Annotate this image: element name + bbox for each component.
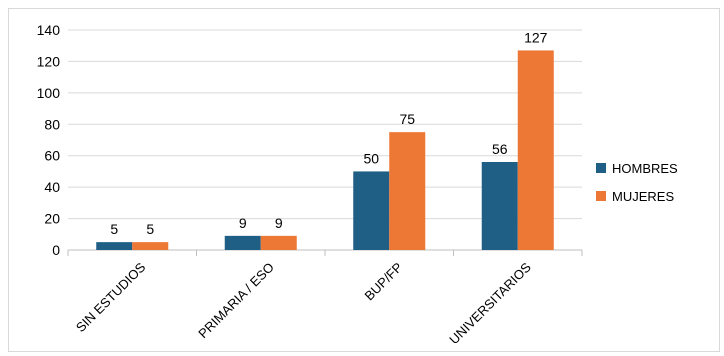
x-category-label: BUP/FP — [362, 260, 406, 304]
y-tick-label: 20 — [44, 211, 60, 227]
data-label: 9 — [239, 215, 247, 231]
bar-hombres — [481, 162, 518, 250]
data-label: 5 — [110, 221, 118, 237]
legend-swatch-mujeres — [596, 191, 606, 201]
x-category-label: SIN ESTUDIOS — [73, 259, 149, 335]
bar-mujeres — [517, 50, 554, 250]
x-axis: SIN ESTUDIOS PRIMARIA / ESO BUP/FP UNIVERSI… — [67, 249, 583, 347]
legend-label: HOMBRES — [612, 161, 678, 176]
y-tick-label: 40 — [44, 179, 60, 195]
y-axis: 0 20 40 60 80 100 120 140 — [37, 22, 61, 258]
bar-hombres — [353, 171, 390, 250]
data-label: 50 — [363, 150, 379, 166]
y-tick-label: 120 — [37, 53, 61, 69]
legend: HOMBRES MUJERES — [596, 161, 678, 204]
legend-swatch-hombres — [596, 163, 606, 173]
y-tick-label: 80 — [44, 116, 60, 132]
bar-mujeres — [389, 132, 426, 250]
x-category-label: UNIVERSITARIOS — [446, 259, 534, 347]
data-label: 9 — [275, 215, 283, 231]
bar-mujeres — [132, 242, 169, 250]
bar-hombres — [96, 242, 133, 250]
bar-hombres — [224, 235, 261, 250]
y-tick-label: 100 — [37, 85, 61, 101]
data-label: 127 — [524, 29, 548, 45]
y-tick-label: 140 — [37, 22, 61, 38]
data-labels: 5 5 9 9 50 75 56 127 — [110, 29, 547, 237]
data-label: 75 — [399, 111, 415, 127]
data-label: 5 — [146, 221, 154, 237]
legend-label: MUJERES — [612, 189, 674, 204]
x-category-label: PRIMARIA / ESO — [195, 260, 277, 342]
bar-mujeres — [260, 235, 297, 250]
y-tick-label: 0 — [52, 242, 60, 258]
bars — [96, 50, 554, 250]
data-label: 56 — [492, 141, 508, 157]
y-tick-label: 60 — [44, 148, 60, 164]
chart-frame — [8, 8, 720, 352]
